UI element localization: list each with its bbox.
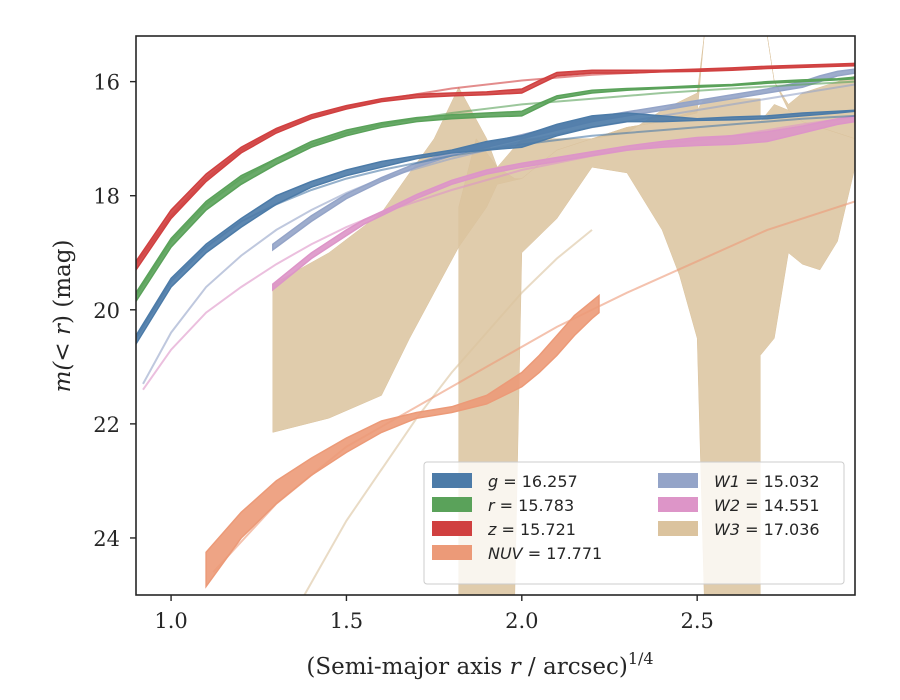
legend-item-nuv: NUV = 17.771 [432,544,602,563]
legend-label-w1: W1 = 15.032 [714,472,820,491]
y-tick-label: 20 [93,299,120,323]
y-tick-label: 16 [93,71,120,95]
legend-swatch-w1 [658,473,698,488]
x-axis-title-exp: 1/4 [628,649,654,668]
legend-label-r: r = 15.783 [488,496,574,515]
x-axis-title: (Semi-major axis r / arcsec)1/4 [306,649,653,680]
y-axis-title-unit: ) (mag) [50,240,76,324]
legend-item-r: r = 15.783 [432,496,574,515]
legend-swatch-w3 [658,521,698,536]
legend-item-z: z = 15.721 [432,520,576,539]
legend-item-w2: W2 = 14.551 [658,496,820,515]
legend-item-w3: W3 = 17.036 [658,520,820,539]
legend: g = 16.257 r = 15.783 z = 15.721 NUV = 17.7… [423,461,845,585]
x-tick-label: 2.0 [505,609,538,633]
x-axis-title-var: r [510,654,523,680]
x-tick-label: 1.5 [330,609,363,633]
x-axis: 1.0 1.5 2.0 2.5 [154,595,714,633]
band-nuv [205,293,600,589]
y-axis-title: m(< r) (mag) [50,240,76,393]
model-line-w3 [303,229,593,595]
legend-swatch-g [432,473,472,488]
x-axis-title-unit: / arcsec) [521,654,628,680]
legend-swatch-z [432,521,472,536]
legend-swatch-w2 [658,497,698,512]
legend-label-nuv: NUV = 17.771 [488,544,602,563]
x-tick-label: 1.0 [154,609,187,633]
legend-item-w1: W1 = 15.032 [658,472,820,491]
legend-swatch-r [432,497,472,512]
x-tick-label: 2.5 [680,609,713,633]
legend-label-z: z = 15.721 [487,520,576,539]
band-r [136,76,855,303]
y-axis-title-main: m( [50,361,76,393]
legend-label-g: g = 16.257 [488,472,578,491]
y-tick-label: 22 [93,413,120,437]
x-axis-title-main: (Semi-major axis [306,654,509,680]
y-tick-label: 24 [93,527,120,551]
legend-box [423,461,845,585]
y-tick-label: 18 [93,185,120,209]
band-g [136,109,855,346]
band-z [136,62,855,272]
y-axis: 16 18 20 22 24 [93,71,136,551]
y-axis-title-var: < r [50,322,76,362]
legend-label-w2: W2 = 14.551 [714,496,820,515]
plot-frame [135,35,856,596]
legend-swatch-nuv [432,545,472,560]
legend-item-g: g = 16.257 [432,472,578,491]
legend-label-w3: W3 = 17.036 [714,520,820,539]
band-w2 [272,115,855,292]
